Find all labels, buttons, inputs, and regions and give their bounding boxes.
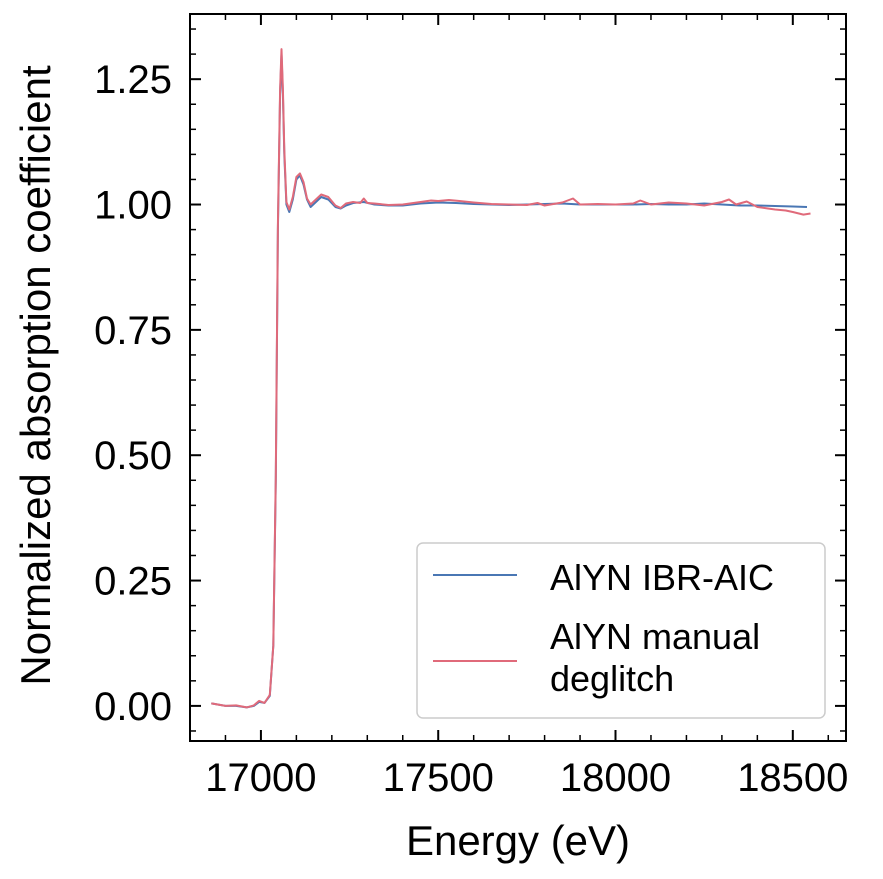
x-tick-label: 18000 bbox=[560, 756, 671, 800]
ticks-layer: 17000 17500 18000 18500 0.00 0.25 0.50 0.75 1.00… bbox=[94, 14, 848, 800]
x-axis-label: Energy (eV) bbox=[406, 817, 630, 864]
y-tick-label: 0.25 bbox=[94, 560, 172, 604]
legend-box bbox=[416, 542, 826, 719]
y-tick-label: 0.75 bbox=[94, 309, 172, 353]
series-layer bbox=[211, 48, 811, 709]
series-line-2 bbox=[211, 48, 811, 709]
x-tick-label: 17000 bbox=[205, 756, 316, 800]
y-tick-label: 0.00 bbox=[94, 685, 172, 729]
legend-label-1: AlYN IBR-AIC bbox=[550, 557, 774, 598]
legend-label-2: AlYN manual deglitch bbox=[550, 616, 760, 699]
y-axis-label: Normalized absorption coefficient bbox=[12, 65, 59, 686]
plot-frame bbox=[189, 13, 847, 742]
x-tick-label: 17500 bbox=[383, 756, 494, 800]
y-tick-label: 0.50 bbox=[94, 434, 172, 478]
y-tick-label: 1.25 bbox=[94, 58, 172, 102]
y-tick-label: 1.00 bbox=[94, 184, 172, 228]
legend: AlYN IBR-AIC AlYN manual deglitch bbox=[416, 542, 826, 719]
x-tick-label: 18500 bbox=[737, 756, 848, 800]
